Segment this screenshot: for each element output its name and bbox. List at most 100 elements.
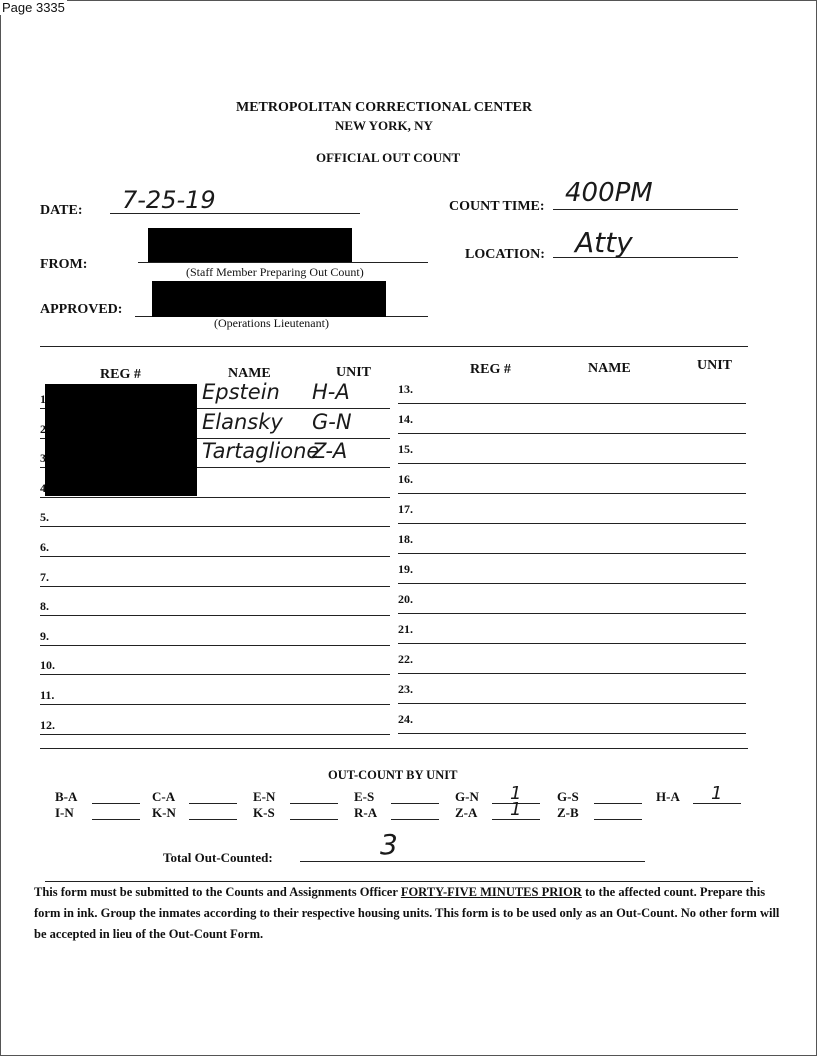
unit-blank [492,803,540,804]
out-count-title: OUT-COUNT BY UNIT [328,768,458,782]
redaction-approved [152,281,386,317]
row-number: 24. [398,712,413,726]
approved-caption: (Operations Lieutenant) [214,316,329,330]
unit-label: H-A [656,789,680,804]
unit-label: B-A [55,789,78,804]
row-line [398,523,746,524]
total-label: Total Out-Counted: [163,850,273,865]
unit-count: 1 [510,799,522,820]
count-time-label: COUNT TIME: [449,199,545,214]
header-reg-right: REG # [470,362,511,377]
inmate-name: Tartaglione [202,439,320,464]
from-label: FROM: [40,257,88,272]
row-number: 5. [40,510,49,525]
unit-label: Z-B [557,805,579,820]
row-number: 17. [398,502,413,516]
unit-blank [189,803,237,804]
page-label: Page 3335 [0,0,67,15]
inmate-name: Epstein [202,380,280,404]
row-number: 22. [398,652,413,666]
row-line [40,585,390,587]
unit-label: E-S [354,789,375,804]
unit-label: K-N [152,805,176,820]
row-line [40,526,390,528]
row-line [40,704,390,705]
header-name-right: NAME [588,361,631,376]
footer-instructions: This form must be submitted to the Count… [34,882,794,945]
row-line [40,408,390,409]
row-number: 14. [398,412,413,426]
unit-blank [594,803,642,804]
unit-label: K-S [253,805,275,820]
unit-count: 1 [510,783,522,804]
row-number: 11. [40,688,55,702]
inmate-unit: G-N [312,409,352,434]
row-number: 8. [40,599,49,614]
unit-label: R-A [354,805,378,820]
institution-name: METROPOLITAN CORRECTIONAL CENTER [236,100,533,115]
row-number: 10. [40,658,55,673]
header-name-left: NAME [228,366,271,381]
row-line [398,403,746,404]
unit-blank [290,803,338,804]
row-number: 9. [40,628,49,643]
redaction-from [148,228,352,262]
unit-label: I-N [55,805,74,820]
row-number: 21. [398,622,413,636]
form-title: OFFICIAL OUT COUNT [316,150,461,165]
footer-text-2: to the affected count. Prepare this form… [34,885,780,941]
row-number: 2. [40,422,49,437]
row-number: 1. [40,392,49,407]
row-line [40,644,390,646]
row-number: 12. [40,717,55,732]
institution-city: NEW YORK, NY [335,118,433,133]
row-number: 15. [398,442,413,456]
row-line [40,733,390,735]
unit-label: C-A [152,789,176,804]
row-number: 13. [398,382,413,396]
row-line [398,613,746,614]
row-line [398,583,746,584]
footer-text-1: This form must be submitted to the Count… [34,885,401,899]
row-line [40,437,390,439]
header-unit-left: UNIT [336,365,372,380]
row-number: 19. [398,562,413,576]
footer-emphasis: FORTY-FIVE MINUTES PRIOR [400,885,582,899]
inmate-name: Elansky [202,409,283,434]
row-line [398,463,746,464]
row-line [398,433,746,434]
date-label: DATE: [40,203,83,218]
unit-blank [594,819,642,820]
unit-blank [693,803,741,804]
row-number: 4. [40,481,49,496]
unit-label: E-N [253,789,276,804]
unit-label: G-N [455,789,479,804]
row-line [398,553,746,554]
unit-blank [92,803,140,804]
unit-blank [391,803,439,804]
location-label: LOCATION: [465,247,545,262]
row-line [398,733,746,734]
row-line [398,643,746,644]
unit-blank [391,819,439,820]
row-number: 20. [398,592,413,606]
unit-count: 1 [711,783,723,804]
row-line [40,615,390,617]
row-line [40,674,390,676]
unit-label: G-S [557,789,579,804]
row-line [398,493,746,494]
location-value: Atty [575,226,633,259]
approved-label: APPROVED: [40,302,123,317]
unit-blank [492,819,540,820]
unit-label: Z-A [455,805,478,820]
row-number: 3. [40,451,49,466]
unit-blank [290,819,338,820]
unit-blank [189,819,237,820]
total-value: 3 [380,828,398,861]
row-number: 16. [398,472,413,486]
unit-blank [92,819,140,820]
redaction-reg-numbers [45,384,197,496]
inmate-unit: H-A [312,380,350,404]
date-value: 7-25-19 [122,186,216,214]
inmate-unit: Z-A [312,439,348,464]
